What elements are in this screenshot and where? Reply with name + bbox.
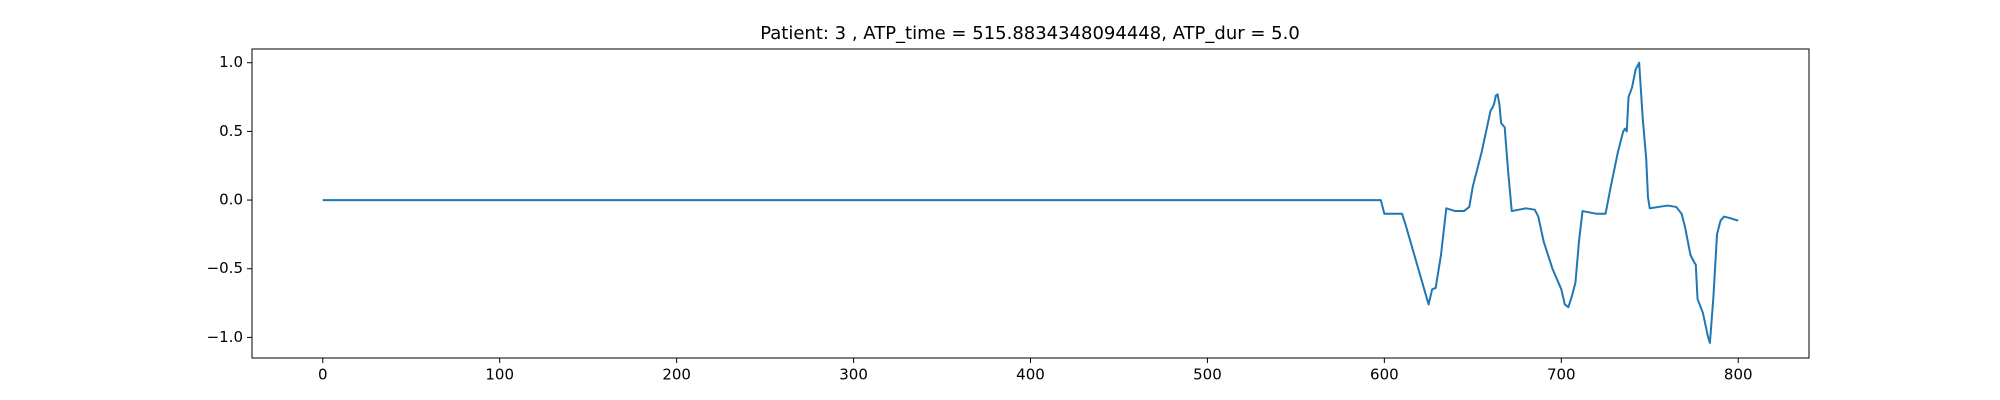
x-tick-label: 200 <box>662 366 691 384</box>
x-tick-label: 300 <box>839 366 868 384</box>
x-tick-label: 700 <box>1547 366 1576 384</box>
y-tick-label: −0.5 <box>207 259 243 277</box>
plot-frame <box>251 48 1810 359</box>
y-tick-label: 0.5 <box>219 122 243 140</box>
x-tick-label: 400 <box>1016 366 1045 384</box>
y-tick-label: 1.0 <box>219 53 243 71</box>
x-tick-label: 100 <box>485 366 514 384</box>
chart-title: Patient: 3 , ATP_time = 515.883434809444… <box>760 23 1300 44</box>
x-tick-label: 800 <box>1724 366 1753 384</box>
y-tick-label: 0.0 <box>219 191 243 209</box>
y-tick-label: −1.0 <box>207 328 243 346</box>
x-tick-label: 0 <box>318 366 328 384</box>
x-tick-label: 600 <box>1370 366 1399 384</box>
x-tick-label: 500 <box>1193 366 1222 384</box>
line <box>322 61 1739 344</box>
